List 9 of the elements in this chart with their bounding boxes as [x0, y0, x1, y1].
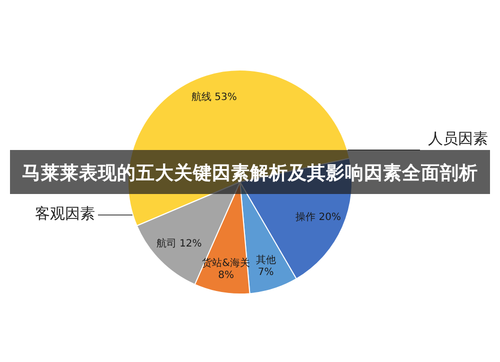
- slice-label: 航线 53%: [191, 91, 237, 104]
- data-label: 8%: [218, 270, 234, 281]
- data-label: 7%: [258, 266, 274, 278]
- slice-label: 航司 12%: [156, 238, 202, 250]
- slice-label: 操作 20%: [296, 211, 341, 224]
- slice-label: 其他: [256, 254, 276, 266]
- text: 客观因素: [35, 204, 95, 222]
- text: 马莱莱表现的五大关键因素解析及其影响因素全面剖析: [10, 150, 490, 194]
- text: 人员因素: [428, 130, 488, 148]
